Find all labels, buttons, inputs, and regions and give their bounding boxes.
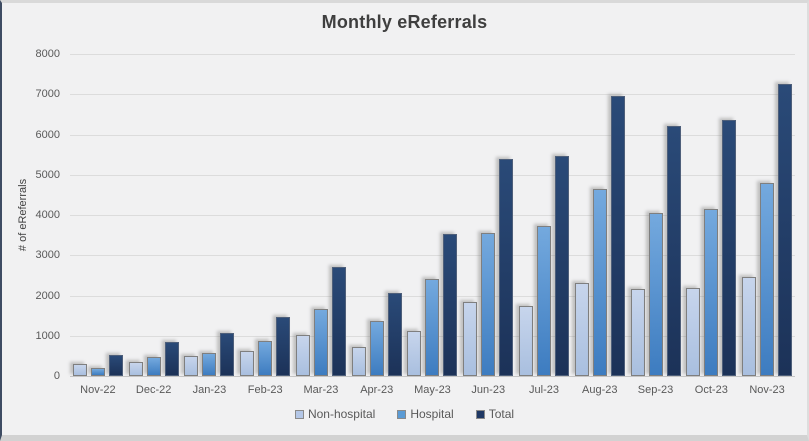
bar-group-jan-23 bbox=[182, 54, 238, 376]
bar-hospital bbox=[202, 353, 217, 376]
bar-non-hospital bbox=[574, 282, 589, 376]
x-axis-labels: Nov-22 Dec-22 Jan-23 Feb-23 Mar-23 Apr-23 May-… bbox=[70, 384, 795, 396]
bar-hospital bbox=[592, 189, 607, 376]
legend-label: Total bbox=[488, 407, 515, 421]
gridline bbox=[70, 54, 795, 55]
gridline bbox=[70, 174, 795, 176]
bar-total bbox=[555, 156, 569, 376]
x-axis-label: Sep-23 bbox=[637, 384, 674, 396]
bar-total bbox=[778, 83, 793, 376]
bar-non-hospital bbox=[128, 361, 143, 376]
bar-group-aug-23 bbox=[572, 54, 628, 376]
x-axis-label: Apr-23 bbox=[360, 384, 394, 396]
bar-non-hospital bbox=[295, 334, 310, 376]
y-tick-label: 8000 bbox=[35, 48, 60, 60]
bar-hospital bbox=[90, 367, 105, 376]
legend: Non-hospital Hospital Total bbox=[2, 407, 807, 421]
bar-total bbox=[164, 342, 179, 376]
bar-total bbox=[331, 267, 346, 376]
bar-non-hospital bbox=[184, 356, 199, 376]
bar-non-hospital bbox=[407, 330, 422, 376]
bar-hospital bbox=[258, 341, 273, 376]
y-axis-labels: 0 1000 2000 3000 4000 5000 6000 7000 8000 bbox=[2, 48, 62, 382]
bar-non-hospital bbox=[72, 363, 87, 376]
bar-total bbox=[499, 158, 514, 376]
bar-total bbox=[722, 120, 737, 376]
legend-swatch-hospital bbox=[397, 409, 407, 419]
bar-group-dec-22 bbox=[126, 54, 182, 376]
bar-non-hospital bbox=[630, 289, 645, 376]
bar-non-hospital bbox=[519, 306, 533, 376]
bar-group-mar-23 bbox=[293, 54, 349, 376]
bar-non-hospital bbox=[240, 351, 255, 376]
legend-swatch-total bbox=[475, 409, 485, 419]
bar-hospital bbox=[313, 308, 328, 376]
bar-total bbox=[108, 355, 123, 376]
bar-group-sep-23 bbox=[628, 54, 684, 376]
bar-group-nov-22 bbox=[70, 54, 126, 376]
gridline bbox=[70, 94, 795, 96]
bar-group-apr-23 bbox=[349, 54, 405, 376]
bar-group-may-23 bbox=[405, 54, 461, 376]
bar-group-jul-23 bbox=[516, 54, 572, 376]
x-axis-label: Jan-23 bbox=[192, 384, 227, 396]
bar-group-jun-23 bbox=[460, 54, 516, 376]
bar-hospital bbox=[369, 321, 384, 376]
bar-non-hospital bbox=[351, 347, 366, 376]
chart-title: Monthly eReferrals bbox=[321, 12, 488, 32]
bar-total bbox=[666, 126, 681, 376]
bar-non-hospital bbox=[742, 277, 757, 376]
bar-group-feb-23 bbox=[237, 54, 293, 376]
y-tick-label: 2000 bbox=[35, 289, 60, 302]
bar-hospital bbox=[425, 279, 440, 376]
bar-total bbox=[220, 333, 235, 376]
x-axis-label: May-23 bbox=[414, 384, 451, 396]
y-tick-label: 4000 bbox=[35, 209, 60, 221]
bar-non-hospital bbox=[686, 287, 701, 376]
x-axis-label: Jun-23 bbox=[471, 384, 506, 396]
x-axis-label: Jul-23 bbox=[529, 384, 559, 396]
bar-hospital bbox=[648, 212, 663, 376]
bar-total bbox=[387, 292, 402, 376]
x-axis-label: Feb-23 bbox=[247, 384, 283, 396]
gridline bbox=[70, 134, 795, 136]
x-axis-label: Mar-23 bbox=[303, 384, 339, 396]
y-tick-label: 7000 bbox=[35, 88, 60, 101]
y-tick-label: 6000 bbox=[35, 128, 60, 141]
bar-non-hospital bbox=[463, 301, 478, 376]
bar-group-nov-23 bbox=[739, 54, 795, 376]
legend-label: Non-hospital bbox=[307, 407, 376, 421]
bar-hospital bbox=[760, 182, 775, 376]
bar-hospital bbox=[537, 225, 551, 376]
bar-total bbox=[610, 95, 625, 376]
legend-item-total: Total bbox=[475, 407, 515, 421]
x-axis-label: Nov-23 bbox=[749, 384, 785, 396]
y-tick-label: 5000 bbox=[35, 168, 60, 181]
x-axis-label: Oct-23 bbox=[694, 384, 728, 396]
plot-area bbox=[70, 54, 795, 377]
gridline bbox=[70, 255, 795, 257]
legend-label: Hospital bbox=[410, 407, 454, 421]
x-axis-label: Dec-22 bbox=[135, 384, 172, 396]
bar-hospital bbox=[481, 232, 496, 376]
bar-total bbox=[443, 233, 458, 376]
legend-swatch-non-hospital bbox=[294, 409, 304, 419]
y-tick-label: 1000 bbox=[35, 329, 60, 342]
bar-hospital bbox=[146, 356, 161, 376]
x-axis-label: Aug-23 bbox=[582, 384, 618, 396]
y-tick-label: 3000 bbox=[35, 249, 60, 262]
legend-item-non-hospital: Non-hospital bbox=[294, 407, 376, 421]
bar-total bbox=[276, 316, 291, 376]
y-tick-label: 0 bbox=[53, 370, 60, 382]
gridline bbox=[70, 215, 795, 216]
bar-hospital bbox=[704, 208, 719, 376]
x-axis-label: Nov-22 bbox=[80, 384, 116, 396]
legend-item-hospital: Hospital bbox=[397, 407, 454, 421]
bar-group-oct-23 bbox=[683, 54, 739, 376]
